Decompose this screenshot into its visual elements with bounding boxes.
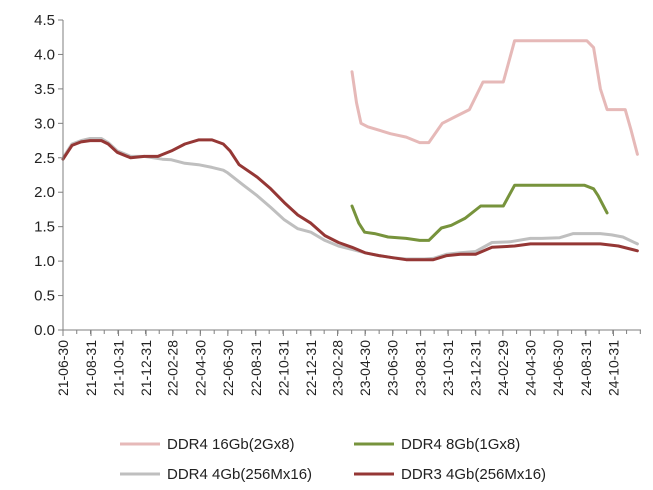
x-tick-label: 23-10-31 — [440, 340, 456, 396]
x-tick-label: 23-06-30 — [385, 340, 401, 396]
series-line-1 — [350, 183, 609, 242]
x-tick-label: 22-12-31 — [303, 340, 319, 396]
legend-label-ddr3-4gb: DDR3 4Gb(256Mx16) — [401, 466, 546, 483]
legend-label-ddr4-4gb: DDR4 4Gb(256Mx16) — [167, 466, 312, 483]
legend-label-ddr4-8gb: DDR4 8Gb(1Gx8) — [401, 436, 520, 453]
y-tick-label: 0.0 — [34, 322, 55, 339]
x-tick-label: 22-06-30 — [220, 340, 236, 396]
series-line-3 — [61, 138, 639, 262]
x-tick-label: 21-06-30 — [55, 340, 71, 396]
y-axis-ticks: 0.0 0.5 1.0 1.5 2.0 2.5 3.0 3.5 4.0 4.5 — [34, 12, 63, 339]
x-tick-label: 21-12-31 — [138, 340, 154, 396]
series-line-0 — [350, 39, 639, 156]
y-tick-label: 4.5 — [34, 12, 55, 29]
legend-label-ddr4-16gb: DDR4 16Gb(2Gx8) — [167, 436, 295, 453]
y-tick-label: 2.0 — [34, 184, 55, 201]
legend-entry-ddr4-4gb: DDR4 4Gb(256Mx16) — [120, 466, 312, 483]
legend-entry-ddr4-8gb: DDR4 8Gb(1Gx8) — [354, 436, 520, 453]
x-tick-label: 23-02-28 — [330, 340, 346, 396]
x-tick-label: 21-08-31 — [83, 340, 99, 396]
x-tick-label: 24-04-30 — [522, 340, 538, 396]
x-tick-label: 24-10-31 — [605, 340, 621, 396]
y-tick-label: 3.0 — [34, 115, 55, 132]
legend: DDR4 16Gb(2Gx8) DDR4 8Gb(1Gx8) DDR4 4Gb(… — [120, 436, 546, 483]
y-tick-label: 3.5 — [34, 81, 55, 98]
x-tick-label: 21-10-31 — [111, 340, 127, 396]
y-tick-label: 0.5 — [34, 288, 55, 305]
x-tick-label: 23-08-31 — [413, 340, 429, 396]
legend-entry-ddr4-16gb: DDR4 16Gb(2Gx8) — [120, 436, 295, 453]
x-tick-label: 24-08-31 — [578, 340, 594, 396]
y-tick-label: 4.0 — [34, 46, 55, 63]
x-tick-label: 22-02-28 — [165, 340, 181, 396]
y-tick-label: 1.5 — [34, 219, 55, 236]
x-tick-label: 22-10-31 — [275, 340, 291, 396]
legend-entry-ddr3-4gb: DDR3 4Gb(256Mx16) — [354, 466, 546, 483]
series-layer — [61, 39, 639, 262]
x-tick-label: 23-12-31 — [468, 340, 484, 396]
x-tick-label: 22-04-30 — [192, 340, 208, 396]
x-tick-label: 24-06-30 — [550, 340, 566, 396]
x-tick-label: 23-04-30 — [357, 340, 373, 396]
y-tick-label: 2.5 — [34, 150, 55, 167]
x-axis-ticks: 21-06-30 21-08-31 21-10-31 21-12-31 22-02-28… — [55, 330, 641, 396]
y-tick-label: 1.0 — [34, 253, 55, 270]
x-tick-label: 22-08-31 — [248, 340, 264, 396]
x-tick-label: 24-02-29 — [495, 340, 511, 396]
